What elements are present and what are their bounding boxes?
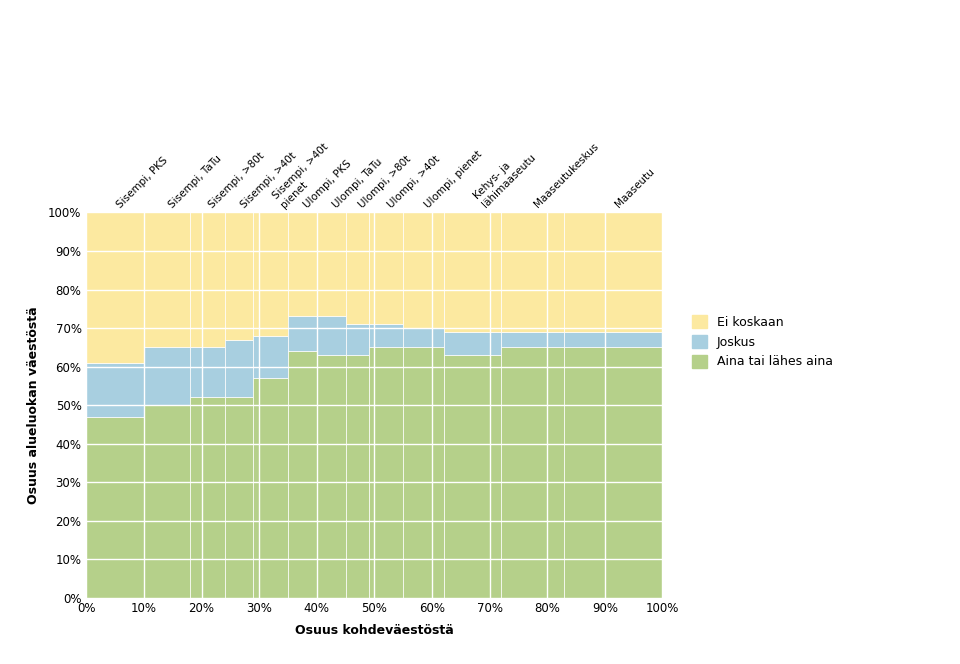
Bar bbox=[369, 212, 403, 324]
Bar bbox=[253, 378, 288, 598]
Bar bbox=[444, 212, 501, 332]
Bar bbox=[253, 212, 288, 336]
Bar bbox=[501, 347, 564, 598]
Bar bbox=[190, 397, 225, 598]
Bar bbox=[403, 347, 444, 598]
Bar bbox=[444, 355, 501, 598]
X-axis label: Osuus kohdeväestöstä: Osuus kohdeväestöstä bbox=[295, 623, 454, 637]
Bar bbox=[288, 317, 317, 351]
Bar bbox=[317, 355, 346, 598]
Bar bbox=[86, 212, 144, 363]
Bar bbox=[317, 317, 346, 355]
Bar bbox=[403, 328, 444, 347]
Y-axis label: Osuus alueluokan väestöstä: Osuus alueluokan väestöstä bbox=[27, 306, 39, 504]
Bar bbox=[225, 397, 253, 598]
Bar bbox=[253, 336, 288, 378]
Bar bbox=[225, 339, 253, 397]
Bar bbox=[86, 416, 144, 598]
Bar bbox=[190, 212, 225, 347]
Legend: Ei koskaan, Joskus, Aina tai lähes aina: Ei koskaan, Joskus, Aina tai lähes aina bbox=[692, 315, 832, 369]
Bar bbox=[369, 347, 403, 598]
Bar bbox=[564, 332, 662, 347]
Bar bbox=[346, 355, 369, 598]
Bar bbox=[190, 347, 225, 397]
Bar bbox=[346, 324, 369, 355]
Bar bbox=[564, 347, 662, 598]
Bar bbox=[346, 212, 369, 324]
Bar bbox=[288, 212, 317, 317]
Bar bbox=[444, 332, 501, 355]
Bar bbox=[369, 324, 403, 347]
Bar bbox=[144, 347, 190, 405]
Bar bbox=[86, 363, 144, 416]
Bar bbox=[501, 332, 564, 347]
Bar bbox=[144, 405, 190, 598]
Bar bbox=[564, 212, 662, 332]
Bar bbox=[317, 212, 346, 317]
Bar bbox=[144, 212, 190, 347]
Bar bbox=[288, 351, 317, 598]
Bar bbox=[403, 212, 444, 328]
Bar bbox=[225, 212, 253, 339]
Bar bbox=[501, 212, 564, 332]
